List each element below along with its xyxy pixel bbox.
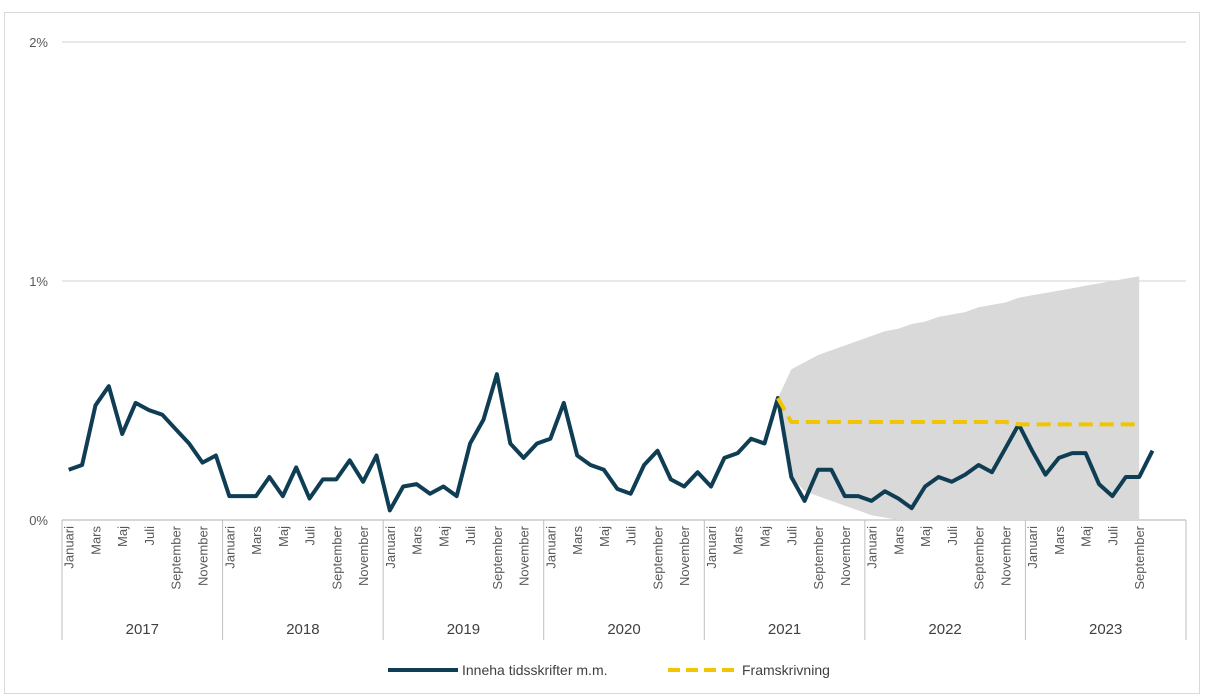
x-tick-label: November bbox=[838, 525, 853, 586]
x-tick-label: November bbox=[517, 525, 532, 586]
x-tick-label: Mars bbox=[731, 526, 746, 555]
x-tick-label: Juli bbox=[784, 526, 799, 546]
x-tick-label: Januari bbox=[865, 526, 880, 569]
year-label: 2018 bbox=[286, 621, 319, 638]
x-tick-label: September bbox=[811, 525, 826, 589]
forecast-interval-band bbox=[777, 276, 1140, 520]
x-tick-label: Juli bbox=[303, 526, 318, 546]
x-tick-label: Juli bbox=[463, 526, 478, 546]
x-tick-label: Mars bbox=[1052, 526, 1067, 555]
legend-label: Framskrivning bbox=[742, 662, 830, 678]
x-tick-label: Januari bbox=[704, 526, 719, 569]
year-label: 2019 bbox=[447, 621, 480, 638]
x-tick-label: November bbox=[196, 525, 211, 586]
x-tick-label: Juli bbox=[142, 526, 157, 546]
x-tick-label: Januari bbox=[62, 526, 77, 569]
year-label: 2022 bbox=[928, 621, 961, 638]
year-label: 2021 bbox=[768, 621, 801, 638]
x-tick-label: Juli bbox=[624, 526, 639, 546]
x-tick-label: September bbox=[972, 525, 987, 589]
x-tick-label: Maj bbox=[1079, 526, 1094, 547]
y-tick-label: 2% bbox=[29, 35, 48, 50]
x-tick-label: September bbox=[329, 525, 344, 589]
x-tick-label: Maj bbox=[115, 526, 130, 547]
year-label: 2023 bbox=[1089, 621, 1122, 638]
y-tick-label: 0% bbox=[29, 513, 48, 528]
y-tick-label: 1% bbox=[29, 274, 48, 289]
x-tick-label: Januari bbox=[1025, 526, 1040, 569]
x-tick-label: Maj bbox=[918, 526, 933, 547]
x-tick-label: September bbox=[1132, 525, 1147, 589]
x-tick-label: Maj bbox=[436, 526, 451, 547]
x-tick-label: Maj bbox=[276, 526, 291, 547]
actual-line bbox=[68, 372, 1155, 513]
x-tick-label: Januari bbox=[222, 526, 237, 569]
forecast-line bbox=[776, 397, 1140, 427]
x-tick-label: September bbox=[490, 525, 505, 589]
legend-label: Inneha tidsskrifter m.m. bbox=[462, 662, 608, 678]
x-tick-label: Mars bbox=[891, 526, 906, 555]
year-label: 2020 bbox=[607, 621, 640, 638]
x-tick-label: Januari bbox=[383, 526, 398, 569]
x-tick-label: Maj bbox=[597, 526, 612, 547]
x-tick-label: November bbox=[998, 525, 1013, 586]
x-tick-label: Juli bbox=[1105, 526, 1120, 546]
x-tick-label: November bbox=[356, 525, 371, 586]
x-tick-label: September bbox=[169, 525, 184, 589]
x-tick-label: Juli bbox=[945, 526, 960, 546]
x-tick-label: Mars bbox=[410, 526, 425, 555]
x-tick-label: September bbox=[651, 525, 666, 589]
x-tick-label: Maj bbox=[758, 526, 773, 547]
x-tick-label: Mars bbox=[570, 526, 585, 555]
x-tick-label: Januari bbox=[543, 526, 558, 569]
x-tick-label: Mars bbox=[249, 526, 264, 555]
x-tick-label: November bbox=[677, 525, 692, 586]
x-tick-label: Mars bbox=[89, 526, 104, 555]
year-label: 2017 bbox=[126, 621, 159, 638]
